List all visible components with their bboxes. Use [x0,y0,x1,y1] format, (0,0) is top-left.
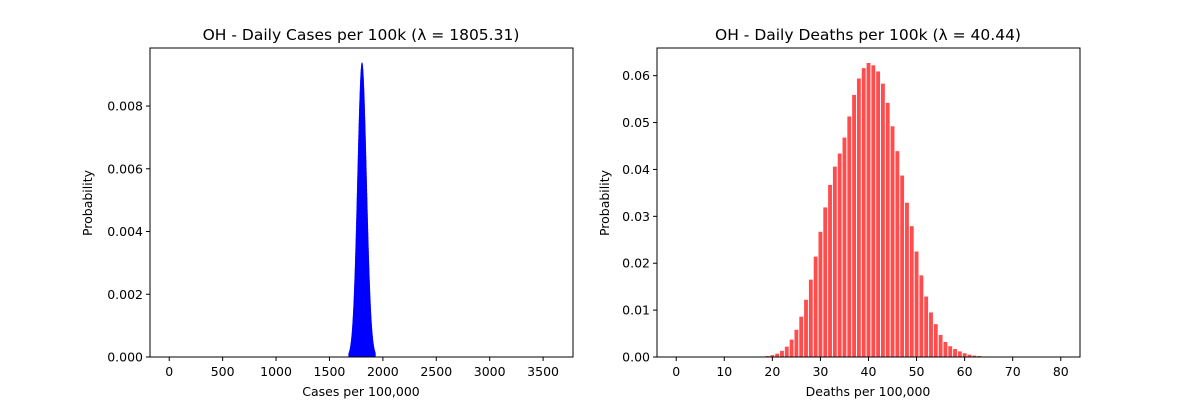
deaths-bar [958,351,962,357]
deaths-chart: OH - Daily Deaths per 100k (λ = 40.44) D… [597,26,1080,399]
cases-chart: OH - Daily Cases per 100k (λ = 1805.31) … [80,26,573,399]
cases-chart-title: OH - Daily Cases per 100k (λ = 1805.31) [203,26,520,44]
deaths-bar [785,347,789,357]
deaths-bar [828,185,832,357]
deaths-bar [876,71,880,357]
deaths-y-tick-label: 0.00 [622,350,650,365]
cases-x-tick-label: 2500 [420,364,452,379]
cases-x-axis-label: Cases per 100,000 [302,384,420,399]
deaths-x-tick-label: 40 [861,364,877,379]
deaths-x-axis-label: Deaths per 100,000 [806,384,931,399]
deaths-y-tick-label: 0.05 [622,115,650,130]
deaths-x-tick-label: 80 [1053,364,1069,379]
cases-y-axis-label: Probability [80,169,95,236]
cases-x-tick-label: 500 [211,364,235,379]
deaths-bar [910,226,914,357]
cases-x-tick-label: 1000 [260,364,292,379]
deaths-y-tick-label: 0.02 [622,256,650,271]
deaths-bar [881,84,885,357]
cases-y-tick-label: 0.000 [107,350,143,365]
cases-axes: 0 500 1000 1500 2000 2500 3000 3500 0.000 0.002 0.… [107,48,573,379]
cases-x-tick-label: 2000 [367,364,399,379]
deaths-y-tick-label: 0.01 [622,303,650,318]
deaths-y-tick-label: 0.03 [622,209,650,224]
deaths-bar [843,138,847,357]
deaths-bar [905,203,909,357]
deaths-bar [948,346,952,357]
deaths-bar [799,317,803,357]
deaths-x-tick-label: 30 [812,364,828,379]
deaths-bar [924,297,928,357]
deaths-chart-title: OH - Daily Deaths per 100k (λ = 40.44) [715,26,1021,44]
deaths-bar [953,349,957,357]
deaths-bar [852,95,856,357]
cases-bar [375,353,376,357]
deaths-bar [929,312,933,357]
deaths-bar [804,300,808,357]
cases-y-tick-label: 0.002 [107,287,143,302]
cases-y-tick-label: 0.004 [107,224,143,239]
cases-bars [348,62,375,357]
deaths-bar [919,275,923,357]
deaths-bar [943,342,947,357]
deaths-x-tick-label: 10 [716,364,732,379]
cases-y-tick-label: 0.008 [107,99,143,114]
deaths-y-tick-label: 0.06 [622,68,650,83]
deaths-bar [915,252,919,358]
deaths-bar [900,176,904,357]
deaths-bar [895,151,899,357]
deaths-bar [833,167,837,357]
deaths-bar [939,335,943,357]
deaths-bar [871,65,875,357]
deaths-x-tick-label: 60 [957,364,973,379]
deaths-x-tick-label: 0 [672,364,680,379]
deaths-bar [794,330,798,357]
cases-x-tick-label: 3000 [474,364,506,379]
deaths-bar [847,116,851,357]
deaths-x-tick-label: 20 [764,364,780,379]
cases-y-tick-label: 0.006 [107,161,143,176]
deaths-x-tick-label: 50 [909,364,925,379]
deaths-bar [963,353,967,357]
deaths-bar [934,324,938,357]
deaths-bar [838,154,842,358]
deaths-bar [780,351,784,357]
deaths-bar [819,232,823,357]
deaths-bars [761,63,1000,357]
cases-x-tick-label: 0 [165,364,173,379]
deaths-bar [867,63,871,357]
deaths-bar [823,207,827,357]
deaths-bar [809,280,813,357]
deaths-bar [814,257,818,357]
deaths-bar [891,126,895,357]
deaths-bar [886,103,890,357]
cases-x-tick-label: 1500 [314,364,346,379]
deaths-x-tick-label: 70 [1005,364,1021,379]
deaths-bar [790,340,794,357]
deaths-bar [862,68,866,357]
cases-x-tick-label: 3500 [527,364,559,379]
deaths-y-tick-label: 0.04 [622,162,650,177]
deaths-y-axis-label: Probability [597,169,612,236]
deaths-bar [857,78,861,357]
